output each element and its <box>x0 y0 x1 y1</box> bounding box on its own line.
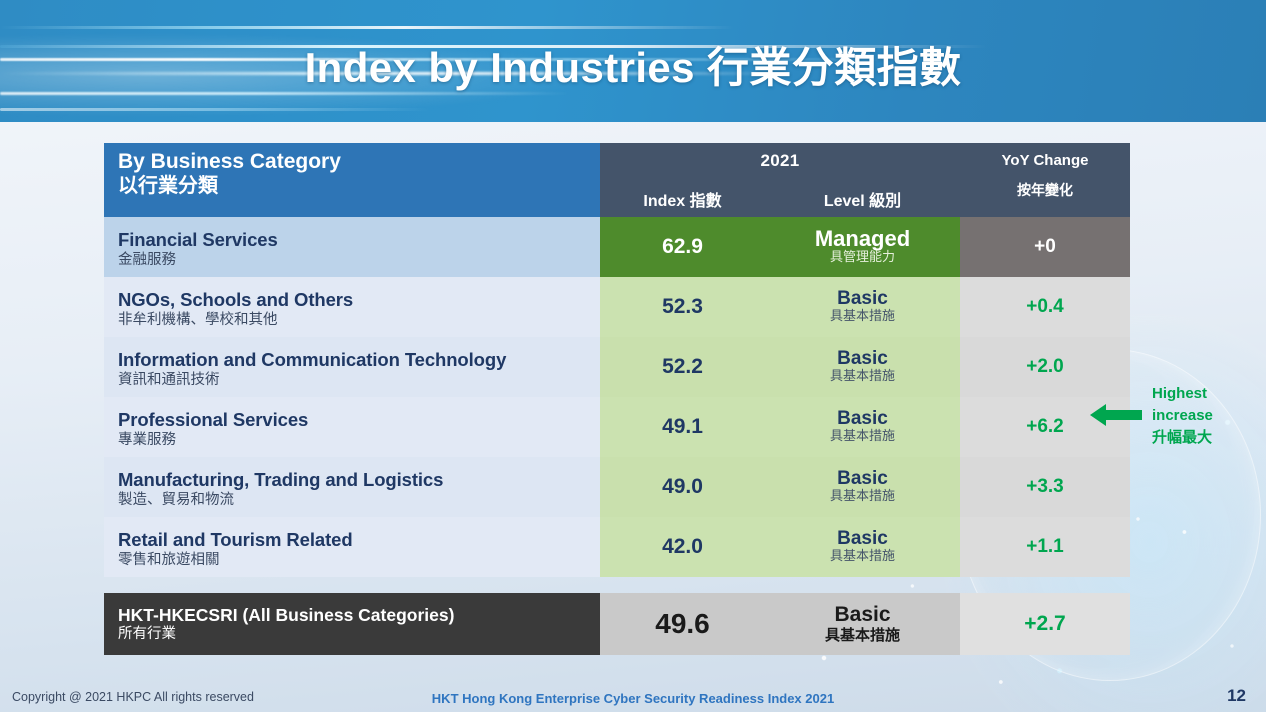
total-level-zh: 具基本措施 <box>824 625 900 644</box>
table-row: Manufacturing, Trading and Logistics 製造、貿… <box>104 457 1130 517</box>
total-level-en: Basic <box>834 602 891 626</box>
footer-page-number: 12 <box>1227 686 1246 705</box>
row-level-zh: 具基本措施 <box>829 488 895 504</box>
cell-level: Managed 具管理能力 <box>765 217 960 277</box>
cell-level: Basic 具基本措施 <box>765 337 960 397</box>
cell-index: 42.0 <box>600 517 765 577</box>
header-yoy-zh: 按年變化 <box>1017 183 1073 199</box>
table-row: NGOs, Schools and Others 非牟利機構、學校和其他 52.3 B… <box>104 277 1130 337</box>
total-cell-yoy: +2.7 <box>960 593 1130 655</box>
row-name-en: Manufacturing, Trading and Logistics <box>118 469 444 491</box>
callout-line3: 升幅最大 <box>1152 427 1213 446</box>
industry-index-table: By Business Category 以行業分類 2021 Index 指數… <box>104 143 1130 577</box>
row-name-en: Information and Communication Technology <box>118 349 507 371</box>
row-name-zh: 製造、貿易和物流 <box>118 491 234 508</box>
cell-level: Basic 具基本措施 <box>765 277 960 337</box>
table-row: Information and Communication Technology… <box>104 337 1130 397</box>
total-name-en: HKT-HKECSRI (All Business Categories) <box>118 604 455 625</box>
cell-index: 62.9 <box>600 217 765 277</box>
callout-text: Highest increase 升幅最大 <box>1152 383 1262 448</box>
left-arrow-icon <box>1090 402 1142 428</box>
cell-level: Basic 具基本措施 <box>765 457 960 517</box>
header-cell-category: By Business Category 以行業分類 <box>104 143 600 217</box>
cell-yoy: +6.2 <box>960 397 1130 457</box>
title-banner: Index by Industries 行業分類指數 <box>0 0 1266 122</box>
header-index-label: Index 指數 <box>643 193 722 210</box>
row-level-en: Basic <box>837 467 888 489</box>
total-cell-index: 49.6 <box>600 593 765 655</box>
header-category-zh: 以行業分類 <box>118 172 218 197</box>
header-category-en: By Business Category <box>118 150 341 173</box>
row-name-en: Professional Services <box>118 409 309 431</box>
row-name-zh: 金融服務 <box>118 251 176 268</box>
table-body: Financial Services 金融服務 62.9 Managed 具管理能力 +0… <box>104 217 1130 577</box>
cell-category: Financial Services 金融服務 <box>104 217 600 277</box>
total-name-zh: 所有行業 <box>118 626 176 642</box>
row-level-en: Basic <box>837 527 888 549</box>
total-cell-category: HKT-HKECSRI (All Business Categories) 所有… <box>104 593 600 655</box>
footer-copyright: Copyright @ 2021 HKPC All rights reserve… <box>12 690 254 704</box>
row-name-zh: 資訊和通訊技術 <box>118 371 220 388</box>
row-name-en: NGOs, Schools and Others <box>118 289 354 311</box>
row-level-zh: 具基本措施 <box>829 368 895 384</box>
header-level-label: Level 級別 <box>823 193 902 210</box>
table-total-row: HKT-HKECSRI (All Business Categories) 所有… <box>104 593 1130 655</box>
row-name-en: Retail and Tourism Related <box>118 529 353 551</box>
row-level-en: Basic <box>837 347 888 369</box>
cell-index: 52.2 <box>600 337 765 397</box>
cell-yoy: +0 <box>960 217 1130 277</box>
header-year: 2021 <box>760 151 800 170</box>
row-name-zh: 零售和旅遊相關 <box>118 551 220 568</box>
cell-yoy: +2.0 <box>960 337 1130 397</box>
cell-index: 52.3 <box>600 277 765 337</box>
cell-index: 49.0 <box>600 457 765 517</box>
cell-level: Basic 具基本措施 <box>765 397 960 457</box>
row-level-zh: 具基本措施 <box>829 548 895 564</box>
table-row: Retail and Tourism Related 零售和旅遊相關 42.0 Bas… <box>104 517 1130 577</box>
banner-light-streak <box>0 26 735 29</box>
header-yoy-en: YoY Change <box>1001 152 1089 169</box>
table-row: Financial Services 金融服務 62.9 Managed 具管理能力 +0 <box>104 217 1130 277</box>
cell-category: Professional Services 專業服務 <box>104 397 600 457</box>
row-name-zh: 非牟利機構、學校和其他 <box>118 311 278 328</box>
row-name-en: Financial Services <box>118 229 278 251</box>
row-level-zh: 具基本措施 <box>829 308 895 324</box>
cell-category: Information and Communication Technology… <box>104 337 600 397</box>
cell-level: Basic 具基本措施 <box>765 517 960 577</box>
row-level-en: Managed <box>814 226 911 252</box>
row-level-zh: 具管理能力 <box>829 250 895 266</box>
cell-yoy: +0.4 <box>960 277 1130 337</box>
slide-title: Index by Industries 行業分類指數 <box>304 44 962 91</box>
row-level-zh: 具基本措施 <box>829 428 895 444</box>
table-header-row: By Business Category 以行業分類 2021 Index 指數… <box>104 143 1130 217</box>
cell-index: 49.1 <box>600 397 765 457</box>
row-level-en: Basic <box>837 407 888 429</box>
callout-line2: increase <box>1152 406 1213 424</box>
row-level-en: Basic <box>837 287 888 309</box>
footer-report-title: HKT Hong Kong Enterprise Cyber Security … <box>431 691 835 706</box>
cell-category: NGOs, Schools and Others 非牟利機構、學校和其他 <box>104 277 600 337</box>
row-name-zh: 專業服務 <box>118 431 176 448</box>
table-total-row-wrapper: HKT-HKECSRI (All Business Categories) 所有… <box>104 593 1130 655</box>
header-cell-metrics: 2021 Index 指數 Level 級別 YoY Change 按年變化 <box>600 143 1130 217</box>
cell-yoy: +3.3 <box>960 457 1130 517</box>
cell-yoy: +1.1 <box>960 517 1130 577</box>
table-row: Professional Services 專業服務 49.1 Basic 具基本措施 +… <box>104 397 1130 457</box>
cell-category: Manufacturing, Trading and Logistics 製造、貿… <box>104 457 600 517</box>
total-cell-level: Basic 具基本措施 <box>765 593 960 655</box>
cell-category: Retail and Tourism Related 零售和旅遊相關 <box>104 517 600 577</box>
callout-line1: Highest <box>1152 385 1208 402</box>
